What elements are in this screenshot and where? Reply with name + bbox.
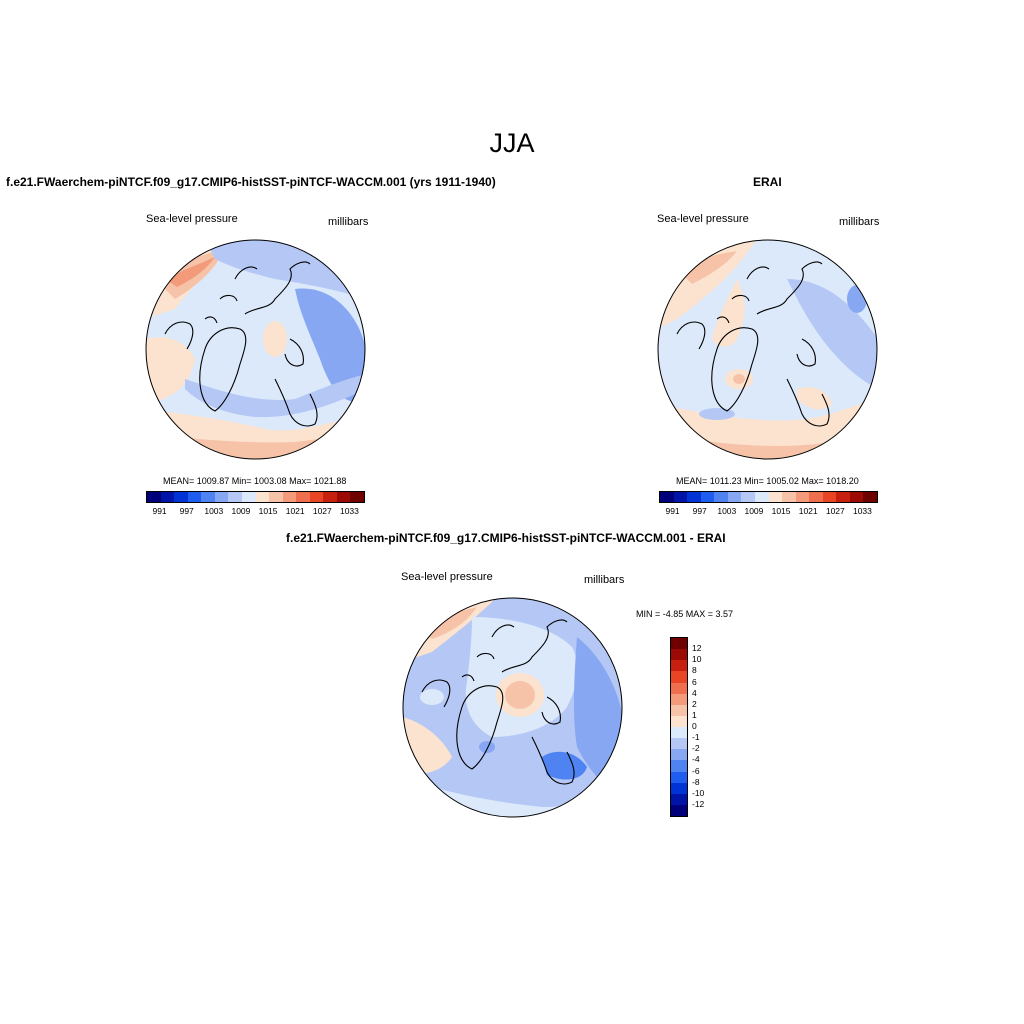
colorbar-tick-label: 997 xyxy=(692,506,707,516)
colorbar-tick-label: -1 xyxy=(692,732,700,743)
colorbar-swatch xyxy=(671,760,687,772)
colorbar-swatch xyxy=(147,492,161,502)
colorbar-swatch xyxy=(309,492,324,502)
colorbar-swatch xyxy=(323,492,337,502)
panel-2-colorbar xyxy=(659,491,878,503)
colorbar-tick-label: 1033 xyxy=(339,506,359,516)
colorbar-tick-label: 1003 xyxy=(204,506,224,516)
colorbar-tick-label: 4 xyxy=(692,687,697,698)
colorbar-swatch xyxy=(671,693,687,705)
colorbar-tick-label: 1009 xyxy=(231,506,251,516)
colorbar-swatch xyxy=(714,492,728,502)
colorbar-tick-label: 1021 xyxy=(285,506,305,516)
panel-1-stats: MEAN= 1009.87 Min= 1003.08 Max= 1021.88 xyxy=(163,476,347,486)
colorbar-swatch xyxy=(660,492,674,502)
colorbar-tick-label: 12 xyxy=(692,643,702,654)
colorbar-swatch xyxy=(228,492,242,502)
colorbar-swatch xyxy=(809,492,823,502)
colorbar-swatch xyxy=(336,492,351,502)
colorbar-swatch xyxy=(671,715,687,727)
colorbar-swatch xyxy=(687,492,701,502)
colorbar-tick-label: 1033 xyxy=(852,506,872,516)
panel-2-units-label: millibars xyxy=(839,216,880,228)
panel-1-variable-label: Sea-level pressure xyxy=(146,213,238,225)
colorbar-swatch xyxy=(201,492,215,502)
colorbar-swatch xyxy=(671,804,687,816)
panel-1-title: f.e21.FWaerchem-piNTCF.f09_g17.CMIP6-his… xyxy=(6,175,496,189)
colorbar-swatch xyxy=(671,649,687,661)
colorbar-swatch xyxy=(350,492,364,502)
colorbar-swatch xyxy=(741,492,755,502)
colorbar-tick-label: 991 xyxy=(152,506,167,516)
colorbar-swatch xyxy=(174,492,188,502)
panel-2-polar-map xyxy=(657,239,878,460)
colorbar-swatch xyxy=(671,671,687,683)
colorbar-swatch xyxy=(671,749,687,761)
colorbar-swatch xyxy=(673,492,688,502)
colorbar-swatch xyxy=(214,492,229,502)
panel-1-units-label: millibars xyxy=(328,216,369,228)
colorbar-swatch xyxy=(822,492,837,502)
colorbar-swatch xyxy=(282,492,297,502)
colorbar-tick-label: -2 xyxy=(692,743,700,754)
colorbar-swatch xyxy=(671,771,687,783)
colorbar-tick-label: 6 xyxy=(692,676,697,687)
colorbar-swatch xyxy=(296,492,310,502)
colorbar-swatch xyxy=(160,492,175,502)
colorbar-swatch xyxy=(754,492,769,502)
colorbar-tick-label: 1009 xyxy=(744,506,764,516)
colorbar-swatch xyxy=(671,727,687,739)
colorbar-swatch xyxy=(768,492,783,502)
colorbar-swatch xyxy=(269,492,283,502)
colorbar-tick-label: -10 xyxy=(692,787,705,798)
panel-3-stats: MIN = -4.85 MAX = 3.57 xyxy=(636,609,734,619)
colorbar-swatch xyxy=(255,492,270,502)
colorbar-swatch xyxy=(782,492,796,502)
colorbar-tick-label: 2 xyxy=(692,698,697,709)
panel-2-title: ERAI xyxy=(753,175,782,189)
colorbar-swatch xyxy=(727,492,742,502)
colorbar-swatch xyxy=(671,682,687,694)
colorbar-swatch xyxy=(863,492,877,502)
colorbar-swatch xyxy=(795,492,810,502)
colorbar-tick-label: 1015 xyxy=(258,506,278,516)
colorbar-swatch xyxy=(187,492,202,502)
colorbar-tick-label: 1 xyxy=(692,709,697,720)
figure-title: JJA xyxy=(489,128,535,158)
colorbar-tick-label: 1021 xyxy=(798,506,818,516)
colorbar-tick-label: 1003 xyxy=(717,506,737,516)
panel-3-polar-map xyxy=(402,597,623,818)
panel-3-colorbar xyxy=(670,637,688,817)
colorbar-tick-label: -4 xyxy=(692,754,700,765)
colorbar-tick-label: -8 xyxy=(692,776,700,787)
colorbar-swatch xyxy=(671,638,687,650)
colorbar-swatch xyxy=(849,492,864,502)
panel-2-stats: MEAN= 1011.23 Min= 1005.02 Max= 1018.20 xyxy=(676,476,859,486)
colorbar-tick-label: 10 xyxy=(692,654,702,665)
colorbar-tick-label: 8 xyxy=(692,665,697,676)
panel-1-polar-map xyxy=(145,239,366,460)
colorbar-swatch xyxy=(241,492,256,502)
panel-1-colorbar xyxy=(146,491,365,503)
colorbar-tick-label: 0 xyxy=(692,721,697,731)
colorbar-swatch xyxy=(671,704,687,716)
colorbar-swatch xyxy=(836,492,850,502)
colorbar-swatch xyxy=(671,782,687,794)
colorbar-tick-label: -12 xyxy=(692,798,705,809)
colorbar-tick-label: 997 xyxy=(179,506,194,516)
colorbar-tick-label: 1015 xyxy=(771,506,791,516)
colorbar-swatch xyxy=(671,793,687,805)
colorbar-tick-label: 1027 xyxy=(312,506,332,516)
colorbar-swatch xyxy=(700,492,715,502)
panel-3-units-label: millibars xyxy=(584,574,625,586)
colorbar-tick-label: 991 xyxy=(665,506,680,516)
colorbar-tick-label: 1027 xyxy=(825,506,845,516)
colorbar-swatch xyxy=(671,660,687,672)
colorbar-tick-label: -6 xyxy=(692,765,700,776)
colorbar-swatch xyxy=(671,738,687,750)
panel-3-title: f.e21.FWaerchem-piNTCF.f09_g17.CMIP6-his… xyxy=(286,531,726,545)
panel-3-variable-label: Sea-level pressure xyxy=(401,571,493,583)
panel-2-variable-label: Sea-level pressure xyxy=(657,213,749,225)
